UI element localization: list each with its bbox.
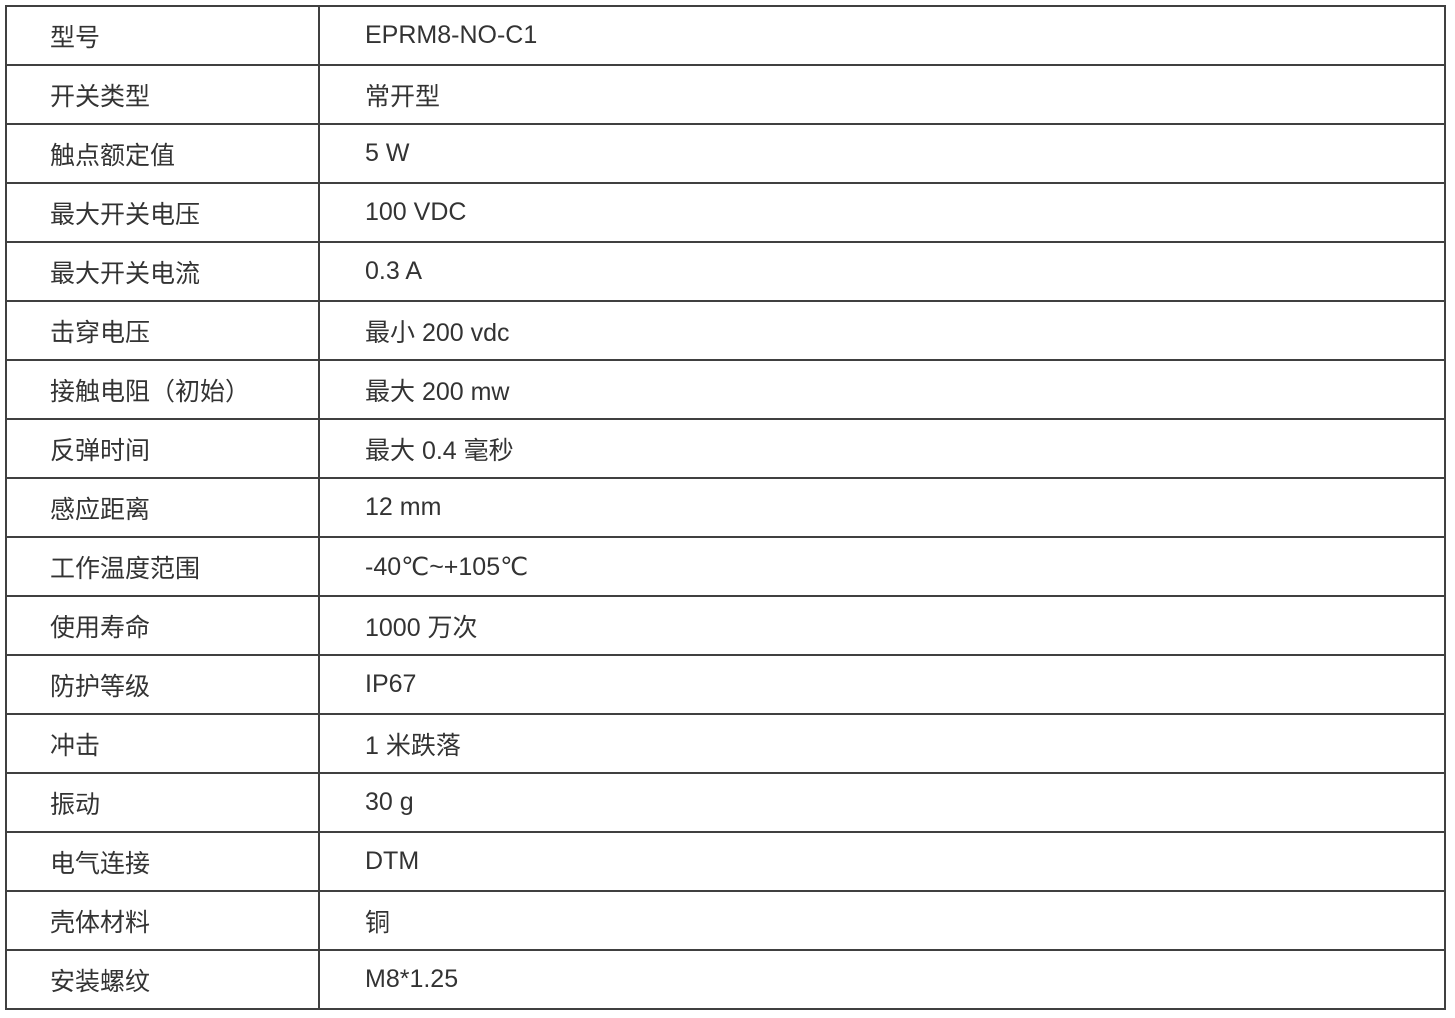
- spec-label-cell: 感应距离: [5, 477, 320, 538]
- table-row: 击穿电压 最小 200 vdc: [5, 300, 1446, 361]
- spec-value-cell: DTM: [318, 831, 1446, 892]
- table-row: 型号 EPRM8-NO-C1: [5, 5, 1446, 66]
- spec-label-cell: 防护等级: [5, 654, 320, 715]
- spec-label-cell: 工作温度范围: [5, 536, 320, 597]
- table-row: 触点额定值 5 W: [5, 123, 1446, 184]
- spec-label-cell: 接触电阻（初始）: [5, 359, 320, 420]
- table-row: 工作温度范围 -40℃~+105℃: [5, 536, 1446, 597]
- spec-label-cell: 反弹时间: [5, 418, 320, 479]
- table-row: 开关类型 常开型: [5, 64, 1446, 125]
- spec-value-cell: -40℃~+105℃: [318, 536, 1446, 597]
- spec-value-cell: 常开型: [318, 64, 1446, 125]
- spec-label-cell: 型号: [5, 5, 320, 66]
- spec-value-cell: 30 g: [318, 772, 1446, 833]
- spec-value-cell: 5 W: [318, 123, 1446, 184]
- spec-value-cell: IP67: [318, 654, 1446, 715]
- spec-label-cell: 安装螺纹: [5, 949, 320, 1010]
- spec-label-cell: 振动: [5, 772, 320, 833]
- spec-value-cell: 最小 200 vdc: [318, 300, 1446, 361]
- table-row: 最大开关电流 0.3 A: [5, 241, 1446, 302]
- table-row: 冲击 1 米跌落: [5, 713, 1446, 774]
- spec-label-cell: 最大开关电压: [5, 182, 320, 243]
- spec-value-cell: 1000 万次: [318, 595, 1446, 656]
- table-row: 振动 30 g: [5, 772, 1446, 833]
- spec-value-cell: 12 mm: [318, 477, 1446, 538]
- table-row: 接触电阻（初始） 最大 200 mw: [5, 359, 1446, 420]
- spec-label-cell: 开关类型: [5, 64, 320, 125]
- spec-label-cell: 触点额定值: [5, 123, 320, 184]
- spec-table: 型号 EPRM8-NO-C1 开关类型 常开型 触点额定值 5 W 最大开关电压…: [5, 5, 1446, 1010]
- spec-table-body: 型号 EPRM8-NO-C1 开关类型 常开型 触点额定值 5 W 最大开关电压…: [5, 5, 1446, 1010]
- spec-value-cell: 铜: [318, 890, 1446, 951]
- spec-label-cell: 电气连接: [5, 831, 320, 892]
- table-row: 壳体材料 铜: [5, 890, 1446, 951]
- spec-value-cell: 1 米跌落: [318, 713, 1446, 774]
- table-row: 最大开关电压 100 VDC: [5, 182, 1446, 243]
- spec-label-cell: 使用寿命: [5, 595, 320, 656]
- spec-value-cell: EPRM8-NO-C1: [318, 5, 1446, 66]
- table-row: 感应距离 12 mm: [5, 477, 1446, 538]
- table-row: 电气连接 DTM: [5, 831, 1446, 892]
- spec-value-cell: 0.3 A: [318, 241, 1446, 302]
- spec-value-cell: 最大 0.4 毫秒: [318, 418, 1446, 479]
- spec-value-cell: 100 VDC: [318, 182, 1446, 243]
- table-row: 安装螺纹 M8*1.25: [5, 949, 1446, 1010]
- table-row: 反弹时间 最大 0.4 毫秒: [5, 418, 1446, 479]
- spec-label-cell: 冲击: [5, 713, 320, 774]
- spec-label-cell: 最大开关电流: [5, 241, 320, 302]
- spec-label-cell: 壳体材料: [5, 890, 320, 951]
- spec-value-cell: M8*1.25: [318, 949, 1446, 1010]
- spec-value-cell: 最大 200 mw: [318, 359, 1446, 420]
- spec-label-cell: 击穿电压: [5, 300, 320, 361]
- table-row: 使用寿命 1000 万次: [5, 595, 1446, 656]
- table-row: 防护等级 IP67: [5, 654, 1446, 715]
